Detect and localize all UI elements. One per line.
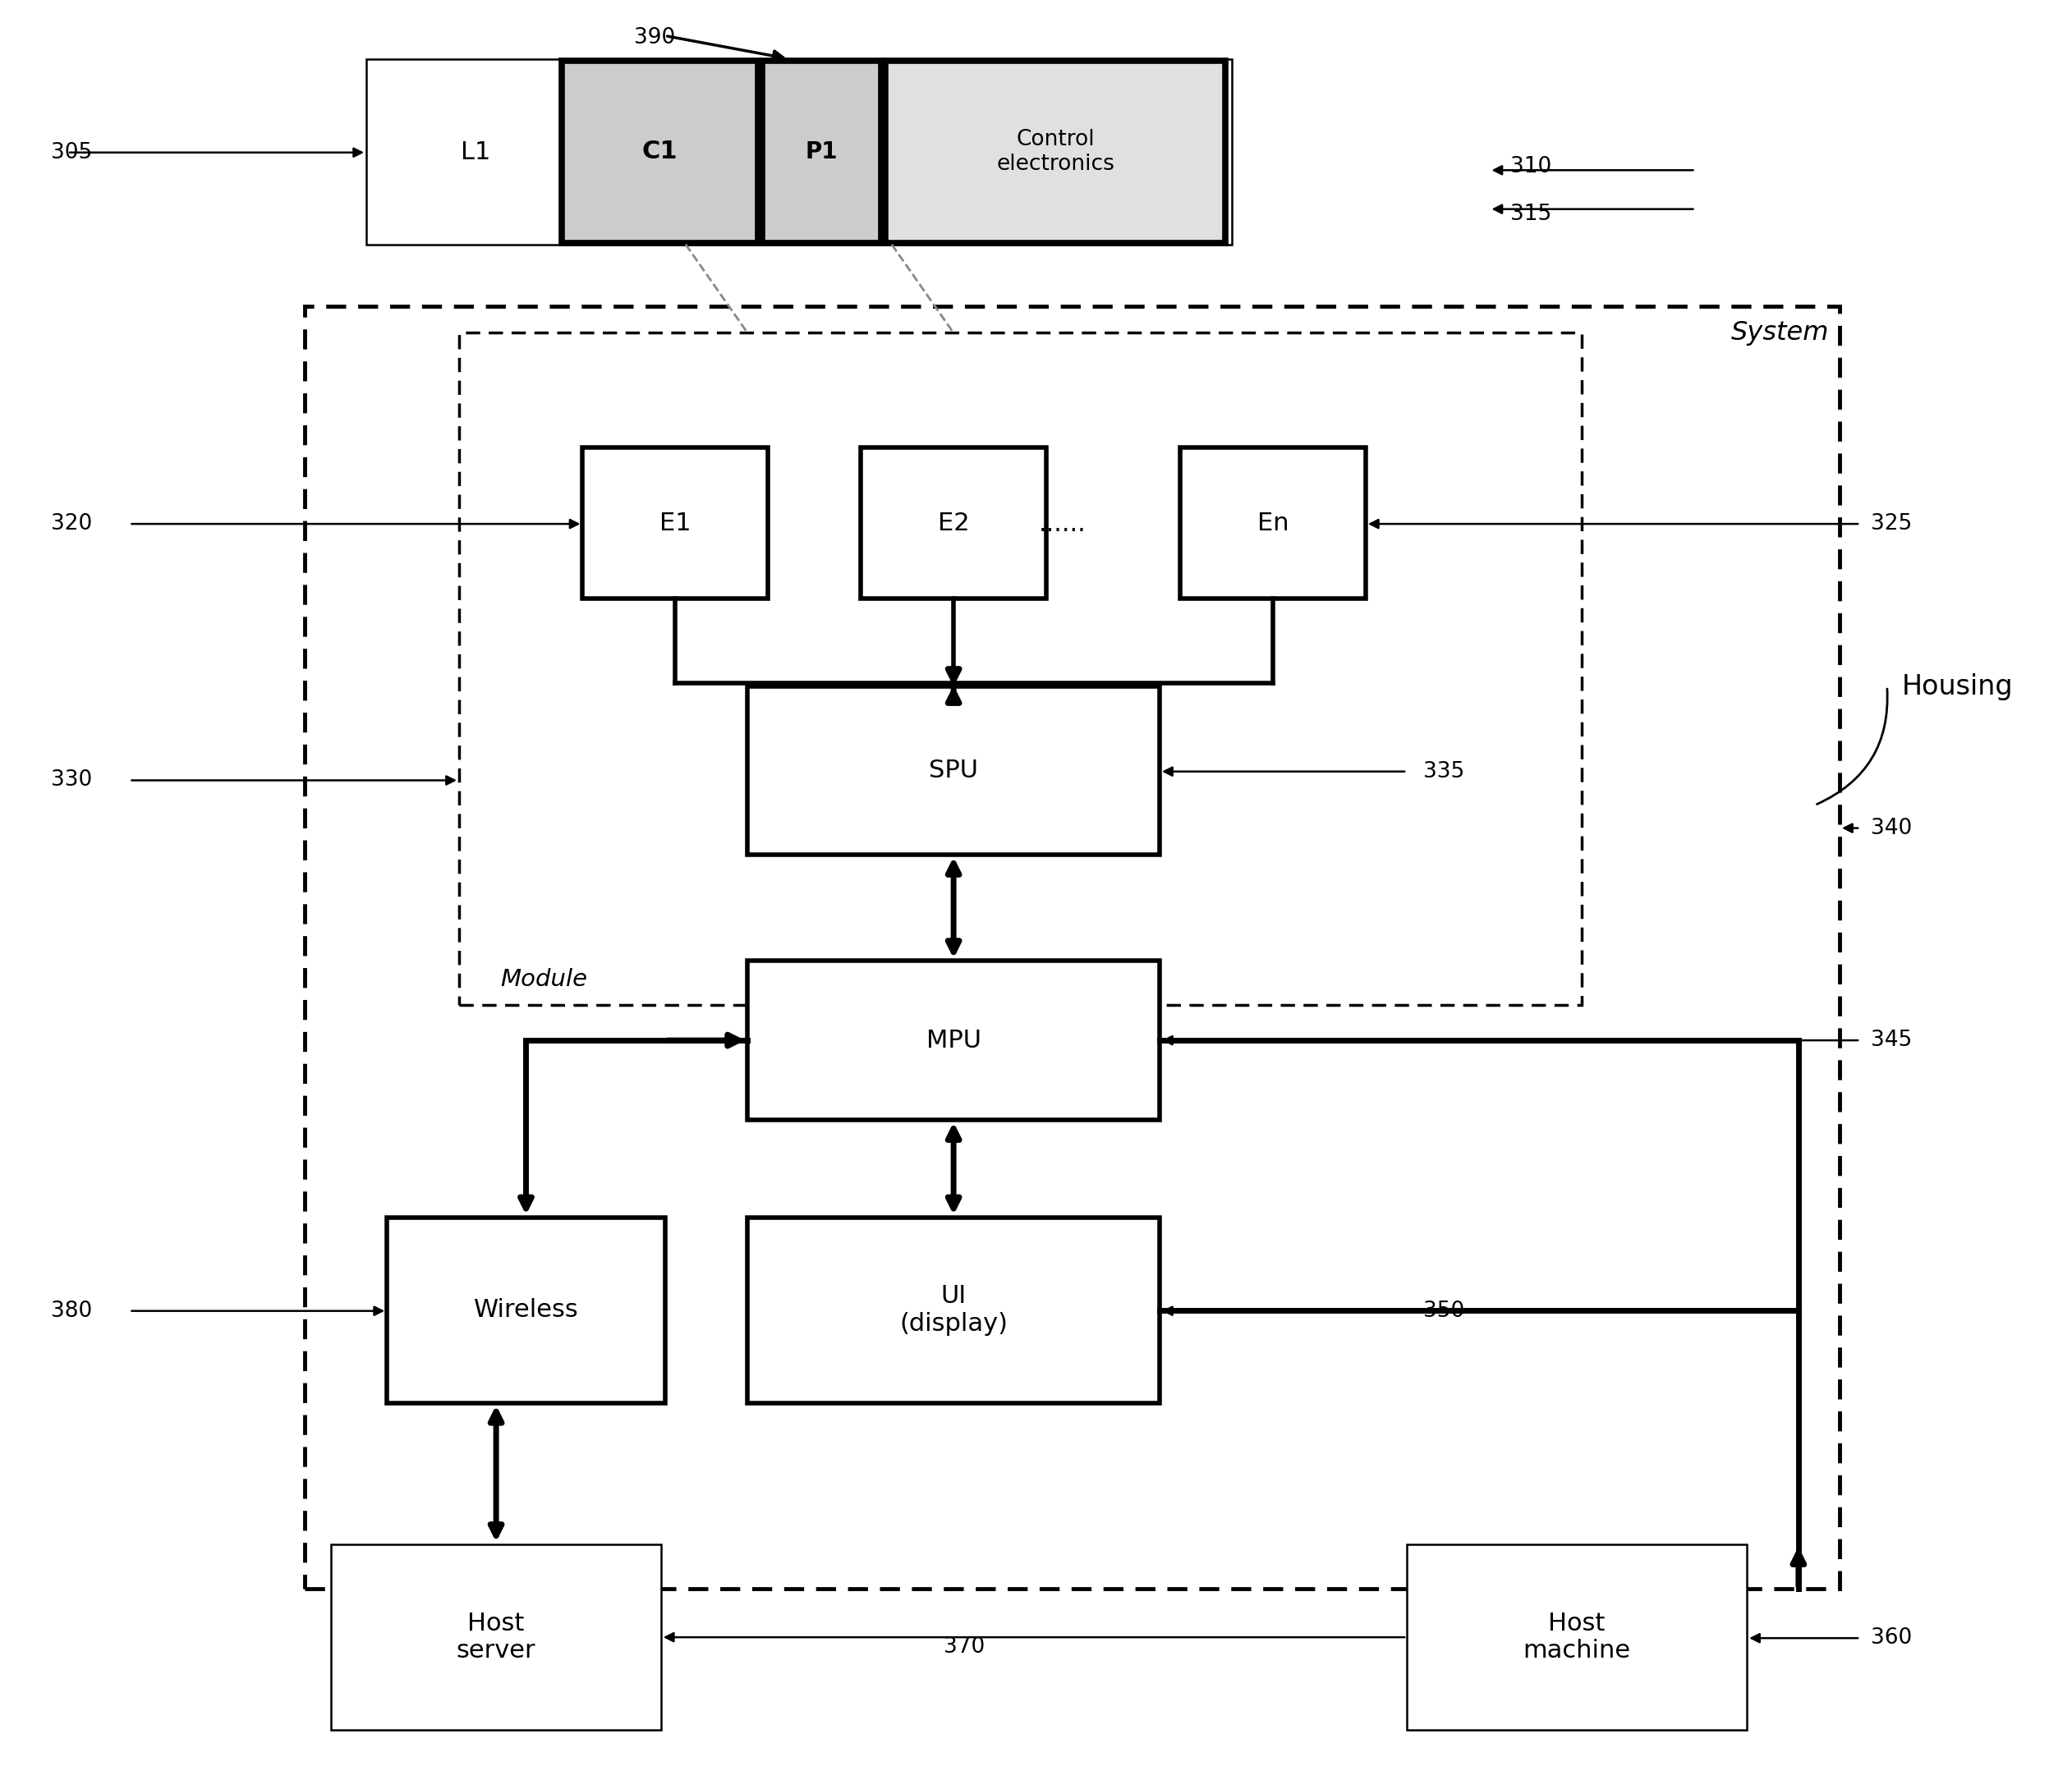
Text: 320: 320 — [52, 513, 93, 534]
Text: 350: 350 — [1423, 1299, 1465, 1321]
FancyBboxPatch shape — [367, 59, 1231, 244]
FancyBboxPatch shape — [387, 1218, 665, 1403]
Text: 390: 390 — [634, 27, 675, 48]
Text: 360: 360 — [1871, 1627, 1912, 1648]
Text: 325: 325 — [1871, 513, 1912, 534]
FancyBboxPatch shape — [748, 961, 1160, 1120]
Text: E1: E1 — [659, 511, 692, 536]
FancyBboxPatch shape — [860, 449, 1046, 598]
FancyBboxPatch shape — [748, 687, 1160, 854]
FancyBboxPatch shape — [582, 449, 769, 598]
Text: Host
server: Host server — [456, 1611, 537, 1663]
Text: Module: Module — [499, 968, 586, 991]
Text: UI
(display): UI (display) — [899, 1285, 1007, 1335]
Text: 340: 340 — [1871, 817, 1912, 838]
FancyBboxPatch shape — [562, 61, 758, 242]
Text: 330: 330 — [52, 769, 93, 790]
Text: P1: P1 — [806, 141, 837, 164]
FancyBboxPatch shape — [748, 1218, 1160, 1403]
FancyBboxPatch shape — [762, 61, 881, 242]
Text: MPU: MPU — [926, 1029, 980, 1052]
Text: Wireless: Wireless — [474, 1298, 578, 1323]
Text: 345: 345 — [1871, 1029, 1912, 1050]
FancyBboxPatch shape — [1407, 1545, 1747, 1730]
Text: 305: 305 — [52, 142, 93, 164]
Text: Host
machine: Host machine — [1523, 1611, 1631, 1663]
Text: 315: 315 — [1510, 203, 1552, 224]
FancyBboxPatch shape — [885, 61, 1225, 242]
Text: ......: ...... — [1038, 513, 1086, 536]
Text: 310: 310 — [1510, 157, 1552, 178]
Text: SPU: SPU — [928, 758, 978, 783]
FancyBboxPatch shape — [332, 1545, 661, 1730]
Text: C1: C1 — [642, 139, 678, 164]
Text: L1: L1 — [460, 141, 491, 164]
Text: E2: E2 — [939, 511, 970, 536]
Text: System: System — [1732, 320, 1830, 345]
Text: Housing: Housing — [1902, 673, 2012, 700]
Text: Control
electronics: Control electronics — [997, 128, 1115, 174]
Text: En: En — [1258, 511, 1289, 536]
FancyBboxPatch shape — [1181, 449, 1365, 598]
Text: 335: 335 — [1423, 760, 1465, 781]
Text: 370: 370 — [943, 1636, 984, 1657]
Text: 380: 380 — [52, 1299, 93, 1321]
